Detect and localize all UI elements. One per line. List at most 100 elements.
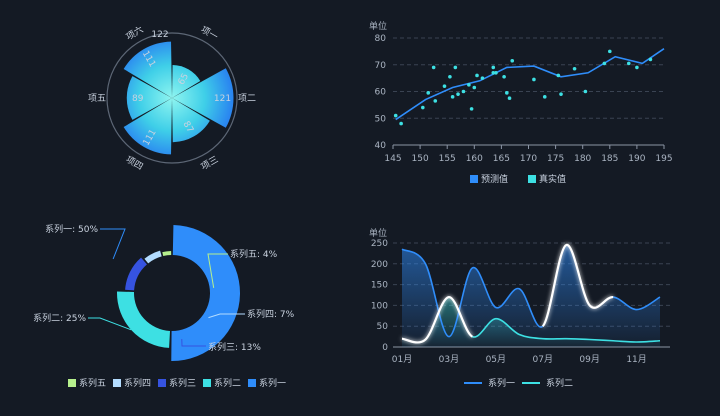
rose-sector [123,98,172,155]
scatter-point-actual [648,57,653,62]
y-tick-label: 80 [375,34,387,44]
x-tick-label: 175 [547,154,564,164]
scatter-point-actual [602,61,607,66]
series-line-1 [401,244,661,338]
ring-label-line [207,253,228,288]
ring-pie-chart: 系列一: 50% 系列二: 25% 系列三: 13% 系列四: 7% 系列五: 4% 系列… [33,223,295,389]
legend-swatch [528,175,536,183]
y-tick-label: 200 [371,260,388,270]
scatter-point-actual [442,84,447,88]
ring-slice-label: 系列四: 7% [247,308,295,320]
scatter-point-actual [510,58,515,63]
legend-label: 系列二 [546,377,573,389]
rose-value-label: 65 [177,72,191,87]
scatter-point-actual [635,65,639,70]
scatter-point-actual [475,73,479,78]
x-tick-label: 195 [655,154,672,164]
scatter-point-actual [426,91,431,95]
rose-category-label: 项四 [124,154,145,173]
legend-swatch [113,379,121,387]
area-fill-series1 [402,244,660,347]
y-tick-label: 0 [382,343,388,353]
y-tick-label: 250 [371,239,388,249]
legend-label: 系列二 [214,377,241,389]
scatter-point-actual [472,85,477,90]
ring-sector [125,257,147,291]
scatter-point-actual [480,76,485,80]
legend-swatch [470,175,478,183]
scatter-point-actual [450,95,455,99]
y-tick-label: 150 [371,281,388,291]
scatter-point-actual [608,49,612,54]
scatter-point-actual [491,70,496,75]
scatter-point-actual [456,92,460,96]
y-tick-label: 50 [375,114,387,124]
scatter-point-actual [542,95,547,99]
legend-swatch [158,379,166,387]
x-tick-label: 190 [628,154,645,164]
y-tick-label: 40 [375,141,387,151]
series-line-predicted [395,48,665,121]
legend-swatch [203,379,211,387]
area-fill-series2 [402,297,660,347]
highlight-segment-series1 [541,243,614,328]
legend-label: 系列五 [79,377,106,389]
ring-slice-label: 系列一: 50% [45,223,98,235]
x-tick-label: 05月 [486,354,506,365]
legend-label: 系列四 [124,377,151,389]
rose-category-label: 项五 [88,93,106,104]
legend-label: 系列一 [259,377,286,389]
rose-sector [172,68,234,128]
y-axis-title: 单位 [369,227,387,239]
ring-label-line [88,317,132,331]
ring-sector [171,225,241,361]
scatter-point-actual [532,77,536,82]
x-tick-label: 01月 [392,354,412,365]
rose-radial-max-label: 122 [151,30,168,40]
scatter-point-actual [421,105,425,110]
scatter-point-actual [494,70,498,75]
legend-swatch [68,379,76,387]
rose-sector [123,41,172,98]
ring-sector [117,291,170,348]
rose-category-label: 项二 [238,93,256,104]
scatter-point-actual [448,74,452,79]
y-axis-title: 单位 [369,20,387,32]
rose-sector [172,98,210,143]
scatter-point-actual [583,89,588,94]
scatter-point-actual [505,91,509,95]
scatter-point-actual [461,89,466,94]
legend-label: 系列三 [169,377,196,389]
x-tick-label: 160 [466,154,483,164]
x-tick-label: 185 [601,154,618,164]
rose-value-label: 121 [214,94,231,104]
ring-sector [162,251,172,257]
ring-label-line [208,313,245,319]
ring-label-line [100,228,126,260]
ring-slice-label: 系列三: 13% [208,341,261,353]
scatter-point-actual [393,113,398,118]
x-tick-label: 165 [493,154,510,164]
x-tick-label: 180 [574,154,591,164]
legend-label: 预测值 [481,173,508,185]
ring-sector [144,250,162,264]
scatter-point-actual [469,107,474,111]
scatter-point-actual [399,121,403,126]
scatter-point-actual [433,99,438,103]
legend-label: 真实值 [539,173,566,185]
ring-label-line [181,338,206,347]
x-tick-label: 145 [384,154,401,164]
y-tick-label: 60 [375,88,387,98]
x-tick-label: 150 [412,154,429,164]
x-tick-label: 155 [439,154,456,164]
ring-slice-label: 系列五: 4% [230,248,278,260]
scatter-point-actual [556,73,561,78]
rose-value-label: 89 [132,94,144,104]
legend-swatch [248,379,256,387]
highlight-segment-series2 [401,295,474,344]
scatter-point-actual [507,96,512,100]
rose-outer-ring [106,32,238,164]
x-tick-label: 03月 [439,354,459,365]
